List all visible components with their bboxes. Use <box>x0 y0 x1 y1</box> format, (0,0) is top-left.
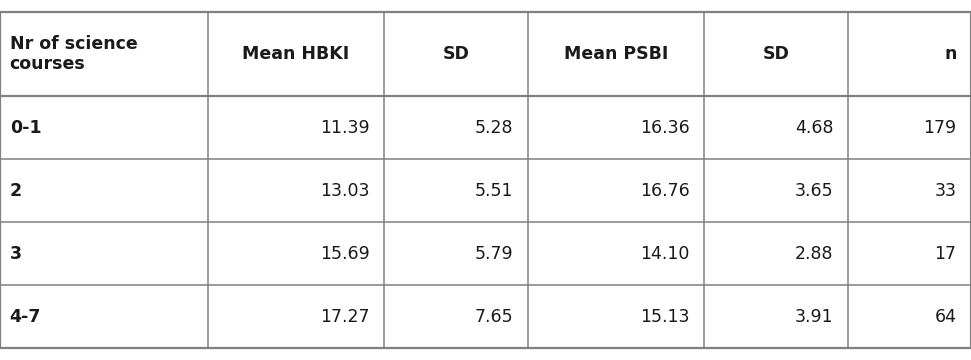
Text: 13.03: 13.03 <box>320 182 370 200</box>
Text: 0-1: 0-1 <box>10 119 42 137</box>
Text: Mean HBKI: Mean HBKI <box>243 45 350 63</box>
Text: 16.76: 16.76 <box>640 182 689 200</box>
Text: 2: 2 <box>10 182 21 200</box>
Text: SD: SD <box>763 45 789 63</box>
Text: 179: 179 <box>923 119 956 137</box>
Text: 33: 33 <box>934 182 956 200</box>
Text: 3: 3 <box>10 245 21 263</box>
Text: 14.10: 14.10 <box>640 245 689 263</box>
Text: 3.65: 3.65 <box>795 182 834 200</box>
Text: Mean PSBI: Mean PSBI <box>564 45 668 63</box>
Text: 17.27: 17.27 <box>320 308 370 326</box>
Text: 15.69: 15.69 <box>319 245 370 263</box>
Text: 4.68: 4.68 <box>795 119 834 137</box>
Text: 2.88: 2.88 <box>795 245 834 263</box>
Text: 15.13: 15.13 <box>640 308 689 326</box>
Text: n: n <box>944 45 956 63</box>
Text: 5.51: 5.51 <box>475 182 514 200</box>
Text: 64: 64 <box>934 308 956 326</box>
Text: Nr of science
courses: Nr of science courses <box>10 35 138 73</box>
Text: 11.39: 11.39 <box>319 119 370 137</box>
Text: 4-7: 4-7 <box>10 308 41 326</box>
Text: 3.91: 3.91 <box>795 308 834 326</box>
Text: 17: 17 <box>934 245 956 263</box>
Text: 16.36: 16.36 <box>640 119 689 137</box>
Text: SD: SD <box>443 45 470 63</box>
Text: 5.79: 5.79 <box>475 245 514 263</box>
Text: 5.28: 5.28 <box>475 119 514 137</box>
Text: 7.65: 7.65 <box>475 308 514 326</box>
